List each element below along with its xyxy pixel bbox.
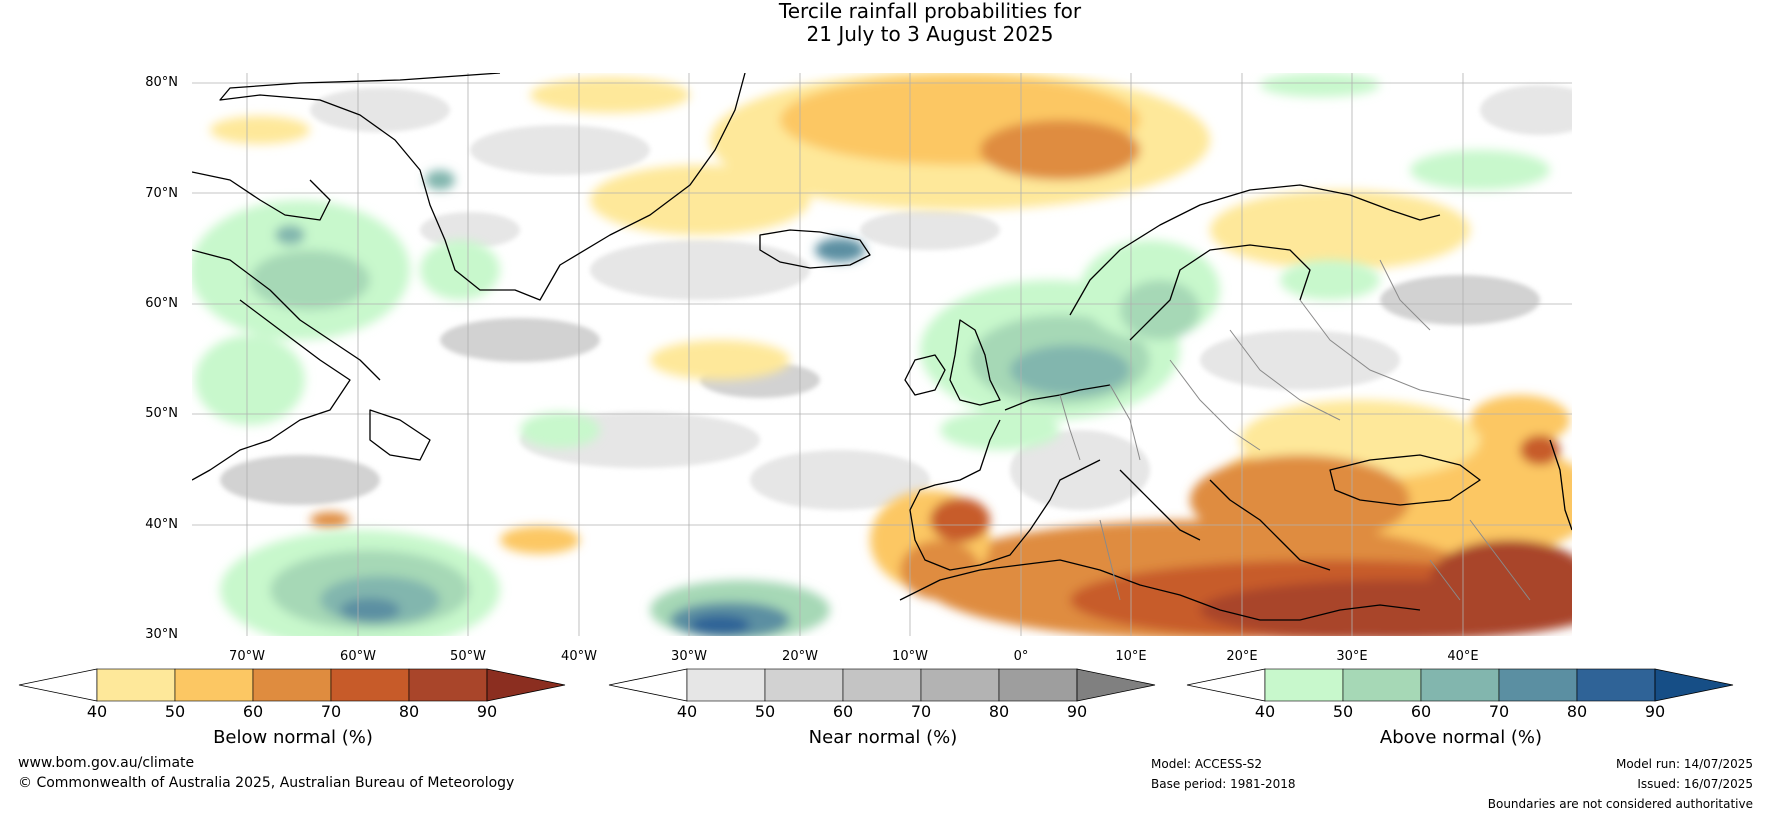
lon-label-50w: 50°W [450, 649, 486, 664]
colorbar-below-tick: 60 [242, 702, 264, 721]
lon-label-60w: 60°W [340, 649, 376, 664]
boundaries-disclaimer: Boundaries are not considered authoritat… [1487, 797, 1753, 811]
lon-label-70w: 70°W [229, 649, 265, 664]
colorbar-below-tick: 50 [164, 702, 186, 721]
colorbar-segment [998, 668, 1078, 702]
colorbar-segment [764, 668, 844, 702]
colorbar-segment [1264, 668, 1344, 702]
colorbar-near-tick: 70 [910, 702, 932, 721]
colorbar-near-tick: 40 [676, 702, 698, 721]
lon-label-10e: 10°E [1115, 649, 1147, 664]
colorbar-above-normal [1186, 668, 1736, 702]
model-name: Model: ACCESS-S2 [1151, 757, 1263, 771]
base-period: Base period: 1981-2018 [1151, 777, 1296, 791]
colorbar-segment [1420, 668, 1500, 702]
colorbar-above-title: Above normal (%) [1379, 727, 1543, 748]
model-run-date: Model run: 14/07/2025 [1615, 757, 1753, 771]
colorbar-segment [1342, 668, 1422, 702]
title-line-2: 21 July to 3 August 2025 [806, 22, 1054, 46]
colorbar-above-tick: 80 [1566, 702, 1588, 721]
colorbar-near-tick: 60 [832, 702, 854, 721]
lon-label-10w: 10°W [892, 649, 928, 664]
colorbar-segment [1498, 668, 1578, 702]
copyright-text: © Commonwealth of Australia 2025, Austra… [18, 775, 515, 791]
colorbar-below-normal [18, 668, 568, 702]
colorbar-near-tick: 90 [1066, 702, 1088, 721]
colorbar-below-tick: 70 [320, 702, 342, 721]
colorbar-extend-low [1186, 668, 1266, 702]
lat-label-30n: 30°N [145, 627, 178, 642]
lon-label-20e: 20°E [1226, 649, 1258, 664]
map-field [192, 73, 1572, 636]
colorbar-above-tick: 40 [1254, 702, 1276, 721]
lon-label-30e: 30°E [1336, 649, 1368, 664]
colorbar-above-tick: 50 [1332, 702, 1354, 721]
title-line-1: Tercile rainfall probabilities for [778, 0, 1082, 23]
colorbar-extend-low [18, 668, 98, 702]
colorbar-extend-high [486, 668, 566, 702]
colorbar-segment [330, 668, 410, 702]
map-title: Tercile rainfall probabilities for 21 Ju… [0, 0, 1770, 46]
lon-label-20w: 20°W [782, 649, 818, 664]
lon-label-40w: 40°W [561, 649, 597, 664]
colorbar-segment [842, 668, 922, 702]
colorbar-near-normal [608, 668, 1158, 702]
lon-label-30w: 30°W [671, 649, 707, 664]
colorbar-near-tick: 80 [988, 702, 1010, 721]
below-normal-regions [210, 73, 1572, 636]
lat-label-50n: 50°N [145, 406, 178, 421]
colorbar-extend-high [1076, 668, 1156, 702]
colorbar-near-tick: 50 [754, 702, 776, 721]
colorbar-extend-low [608, 668, 688, 702]
website-link[interactable]: www.bom.gov.au/climate [18, 755, 195, 771]
colorbar-above-tick: 60 [1410, 702, 1432, 721]
colorbar-segment [96, 668, 176, 702]
lat-label-60n: 60°N [145, 296, 178, 311]
issued-date: Issued: 16/07/2025 [1637, 777, 1753, 791]
colorbar-below-tick: 90 [476, 702, 498, 721]
colorbar-above-tick: 90 [1644, 702, 1666, 721]
lon-label-0: 0° [1013, 649, 1029, 664]
colorbar-segment [686, 668, 766, 702]
above-normal-regions [192, 73, 1550, 636]
colorbar-segment [252, 668, 332, 702]
colorbar-extend-high [1654, 668, 1734, 702]
lon-label-40e: 40°E [1447, 649, 1479, 664]
colorbar-segment [174, 668, 254, 702]
colorbar-near-title: Near normal (%) [808, 727, 958, 748]
colorbar-below-title: Below normal (%) [213, 727, 373, 748]
colorbar-segment [1576, 668, 1656, 702]
colorbar-segment [920, 668, 1000, 702]
colorbar-above-tick: 70 [1488, 702, 1510, 721]
colorbar-below-tick: 40 [86, 702, 108, 721]
lat-label-70n: 70°N [145, 186, 178, 201]
lat-label-80n: 80°N [145, 75, 178, 90]
lat-label-40n: 40°N [145, 517, 178, 532]
colorbar-segment [408, 668, 488, 702]
colorbar-below-tick: 80 [398, 702, 420, 721]
country-borders [1059, 259, 1531, 601]
